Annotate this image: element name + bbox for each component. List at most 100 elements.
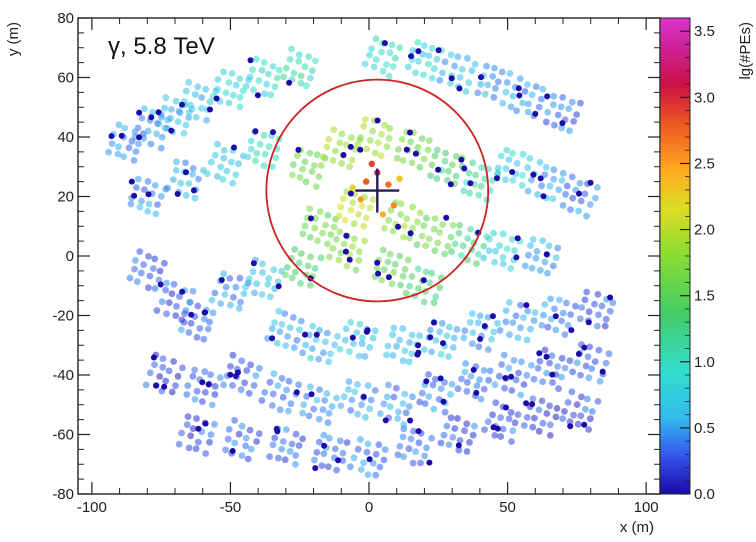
hit-marker xyxy=(147,140,155,148)
hit-marker xyxy=(266,293,274,301)
hit-marker xyxy=(428,74,436,82)
hit-marker xyxy=(591,194,599,202)
hit-marker xyxy=(544,323,552,331)
hit-marker xyxy=(254,92,261,99)
colorbar-tick-label: 1.5 xyxy=(694,288,715,305)
hit-marker xyxy=(583,212,590,220)
detector-block xyxy=(394,425,435,467)
hit-marker xyxy=(295,442,303,449)
hit-marker xyxy=(381,446,389,453)
hit-marker xyxy=(301,63,309,71)
hit-marker xyxy=(205,381,212,388)
hit-marker xyxy=(235,160,242,168)
hit-marker xyxy=(175,440,183,448)
detector-block xyxy=(299,205,339,248)
hit-marker xyxy=(544,269,551,277)
hit-marker xyxy=(114,150,122,158)
hit-marker xyxy=(288,274,296,282)
hit-marker xyxy=(328,403,336,410)
hit-marker xyxy=(375,441,383,449)
hit-marker xyxy=(183,169,189,176)
hit-marker xyxy=(273,339,281,347)
hit-marker xyxy=(505,415,513,423)
hit-marker xyxy=(274,74,281,82)
hit-marker xyxy=(484,418,492,426)
hit-marker xyxy=(227,301,234,309)
detector-block xyxy=(421,318,461,360)
hit-marker xyxy=(191,91,199,98)
hit-marker xyxy=(266,378,274,386)
hit-marker xyxy=(285,377,293,385)
hit-marker xyxy=(395,223,401,230)
detector-block xyxy=(347,436,389,479)
hit-marker xyxy=(144,127,152,135)
core-hit-marker xyxy=(385,181,392,188)
hit-marker xyxy=(229,351,237,359)
hit-marker xyxy=(178,429,186,437)
hit-marker xyxy=(245,389,253,397)
hit-marker xyxy=(163,310,171,318)
hit-marker xyxy=(558,317,565,325)
hit-marker xyxy=(369,196,377,203)
hit-marker xyxy=(337,249,345,257)
hit-marker xyxy=(366,405,374,413)
hit-marker xyxy=(203,170,211,178)
hit-marker xyxy=(174,372,182,380)
hit-marker xyxy=(475,191,483,199)
hit-marker xyxy=(582,362,590,370)
hit-marker xyxy=(460,187,467,195)
hit-marker xyxy=(372,35,380,43)
hit-marker xyxy=(351,235,358,243)
hit-marker xyxy=(415,48,422,55)
hit-marker xyxy=(528,264,536,272)
hit-marker xyxy=(138,197,146,205)
hit-marker xyxy=(371,387,379,394)
hit-marker xyxy=(311,456,318,464)
hit-marker xyxy=(296,174,304,181)
hit-marker xyxy=(279,438,287,445)
hit-marker xyxy=(322,338,329,346)
hit-marker xyxy=(244,153,252,161)
hit-marker xyxy=(517,301,524,309)
hit-marker xyxy=(249,268,257,276)
hit-marker xyxy=(586,201,594,208)
hit-marker xyxy=(115,121,123,129)
hit-marker xyxy=(407,129,413,136)
hit-marker xyxy=(140,134,148,142)
hit-marker xyxy=(211,420,218,428)
hit-marker xyxy=(253,150,261,157)
detector-block xyxy=(336,318,379,360)
detector-block xyxy=(480,229,524,272)
hit-marker xyxy=(330,223,338,231)
hit-marker xyxy=(541,258,549,266)
hit-marker xyxy=(609,299,617,307)
hit-marker xyxy=(508,387,516,394)
hit-marker xyxy=(509,319,517,326)
hit-marker xyxy=(228,158,235,166)
detector-block xyxy=(393,128,433,171)
hit-marker xyxy=(185,180,193,187)
colorbar-title: lg(#PEs) xyxy=(737,22,754,80)
hit-marker xyxy=(409,459,417,467)
hit-marker xyxy=(278,374,286,382)
hit-marker xyxy=(492,399,500,407)
hit-marker xyxy=(130,157,138,164)
hit-marker xyxy=(352,266,360,274)
hit-marker xyxy=(549,195,557,203)
hit-marker xyxy=(478,164,486,172)
hit-marker xyxy=(350,454,358,462)
hit-marker xyxy=(447,414,455,422)
colorbar-tick-label: 2.5 xyxy=(694,155,715,172)
hit-marker xyxy=(422,242,429,250)
hit-marker xyxy=(315,355,322,363)
detector-block xyxy=(299,322,341,366)
hit-marker xyxy=(189,373,197,380)
hit-marker xyxy=(566,418,574,425)
hit-marker xyxy=(312,215,319,222)
hit-marker xyxy=(168,127,175,134)
hit-marker xyxy=(138,114,146,122)
hit-marker xyxy=(524,164,531,172)
detector-block xyxy=(258,370,302,415)
hit-marker xyxy=(319,406,327,413)
hit-marker xyxy=(415,284,422,292)
